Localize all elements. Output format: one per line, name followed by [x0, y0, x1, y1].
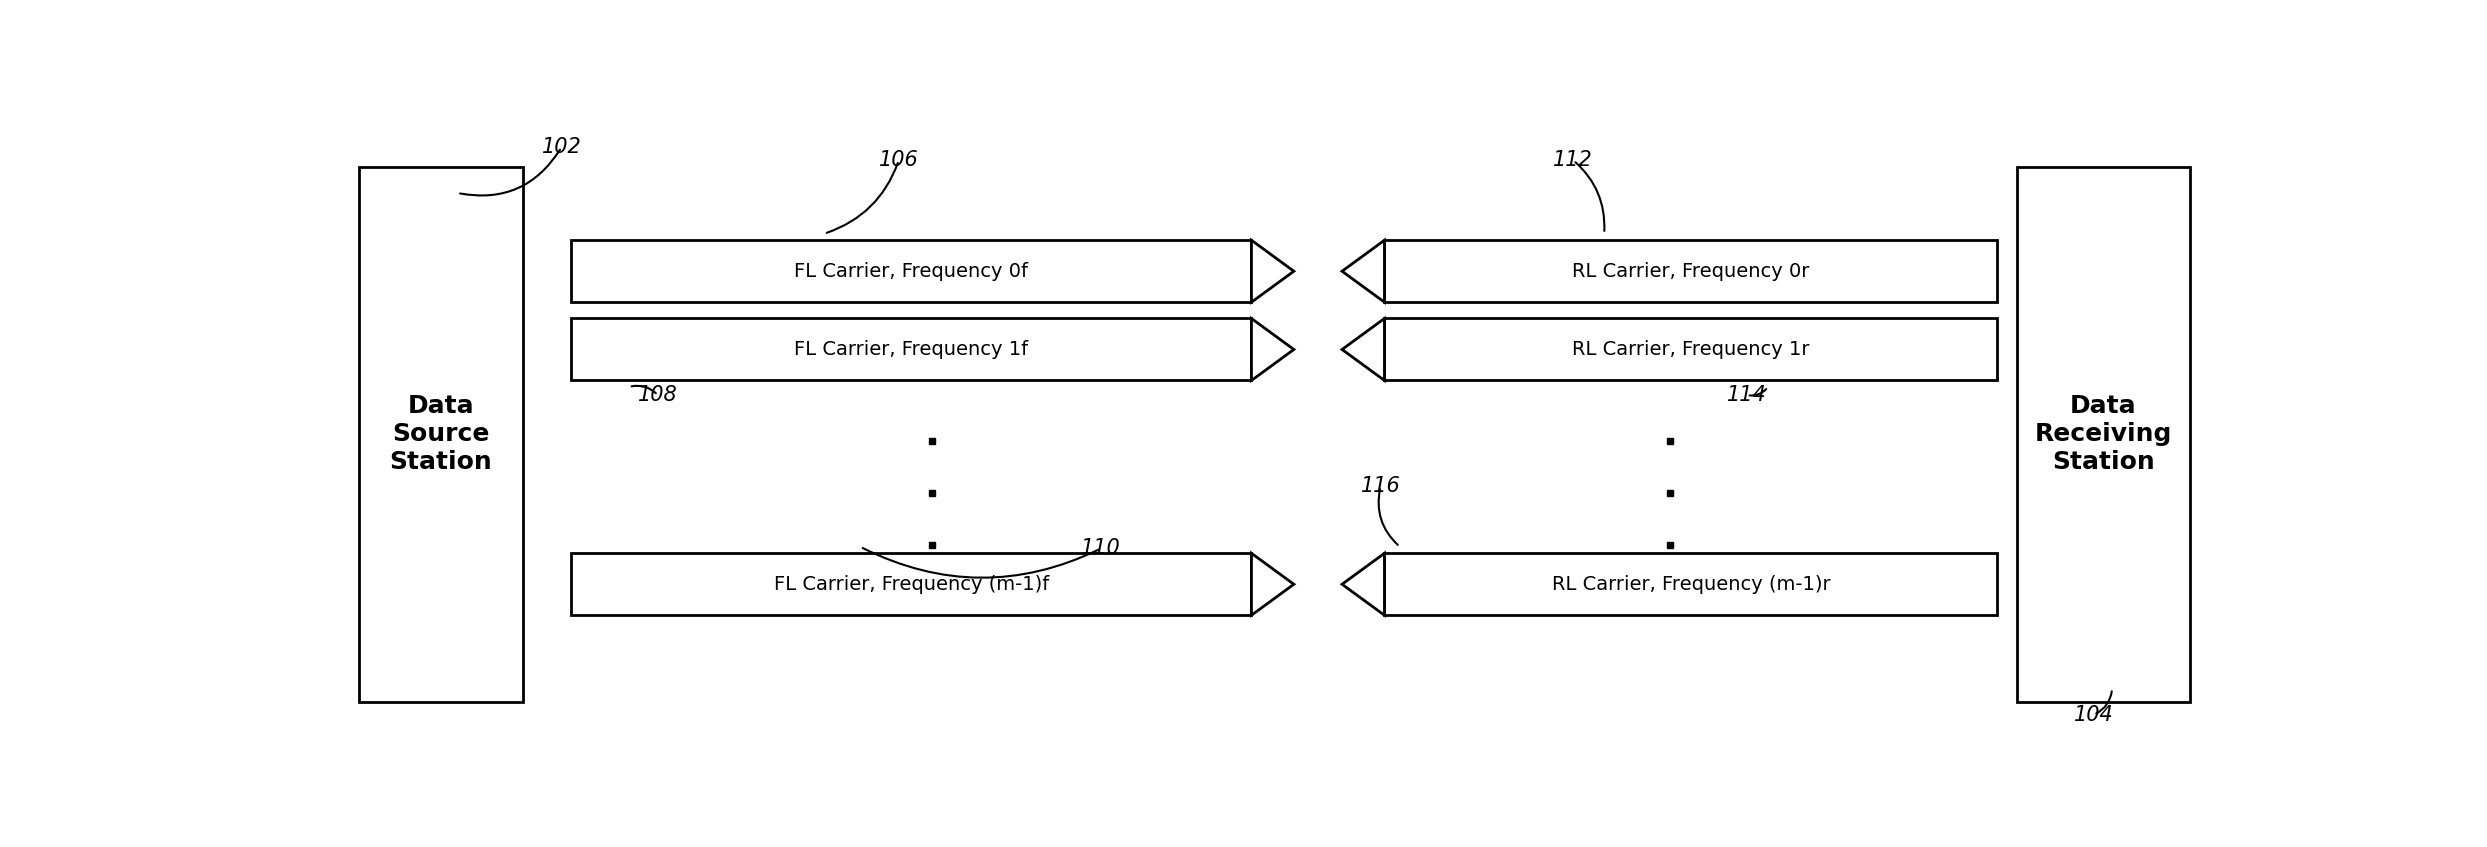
Text: RL Carrier, Frequency (m-1)r: RL Carrier, Frequency (m-1)r: [1552, 575, 1830, 594]
Bar: [1385, 241, 1997, 302]
Text: Data
Receiving
Station: Data Receiving Station: [2034, 395, 2171, 474]
Text: FL Carrier, Frequency 1f: FL Carrier, Frequency 1f: [793, 340, 1027, 359]
Polygon shape: [1343, 553, 1385, 615]
Bar: [2017, 167, 2191, 701]
Text: 112: 112: [1554, 150, 1594, 170]
Polygon shape: [1251, 241, 1293, 302]
Polygon shape: [1251, 318, 1293, 380]
Bar: [358, 167, 522, 701]
Polygon shape: [1343, 318, 1385, 380]
Text: 106: 106: [878, 150, 918, 170]
Text: 108: 108: [639, 385, 676, 405]
Text: 110: 110: [1082, 539, 1122, 558]
Polygon shape: [1251, 553, 1293, 615]
Text: RL Carrier, Frequency 0r: RL Carrier, Frequency 0r: [1572, 262, 1811, 280]
Text: FL Carrier, Frequency 0f: FL Carrier, Frequency 0f: [793, 262, 1027, 280]
Bar: [572, 241, 1251, 302]
Bar: [572, 553, 1251, 615]
Bar: [1385, 553, 1997, 615]
Text: RL Carrier, Frequency 1r: RL Carrier, Frequency 1r: [1572, 340, 1811, 359]
Polygon shape: [1343, 241, 1385, 302]
Text: 116: 116: [1360, 476, 1400, 496]
Text: Data
Source
Station: Data Source Station: [390, 395, 492, 474]
Text: FL Carrier, Frequency (m-1)f: FL Carrier, Frequency (m-1)f: [773, 575, 1050, 594]
Text: 102: 102: [542, 137, 582, 158]
Text: 104: 104: [2074, 705, 2114, 725]
Bar: [572, 318, 1251, 380]
Text: 114: 114: [1726, 385, 1766, 405]
Bar: [1385, 318, 1997, 380]
